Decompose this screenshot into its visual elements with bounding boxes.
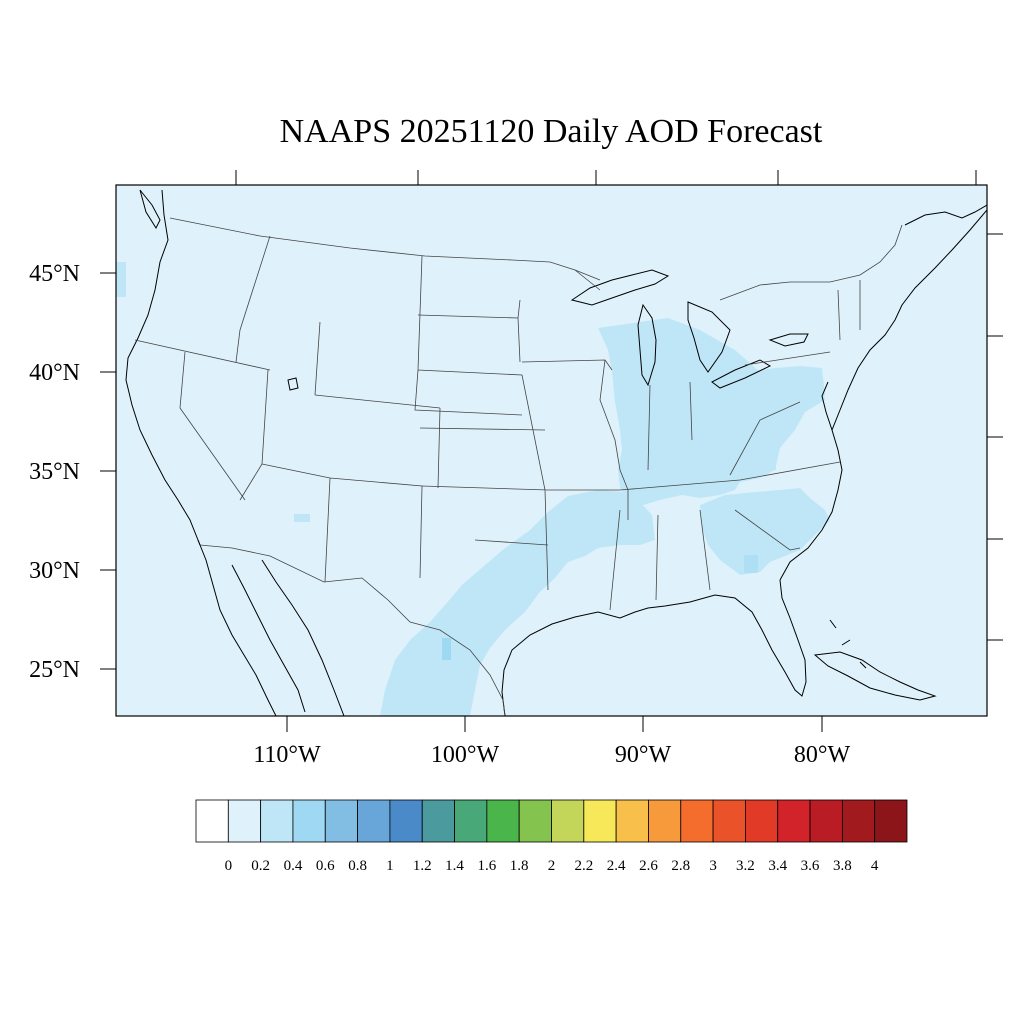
colorbar-swatch (777, 799, 811, 843)
longitude-labels: 110°W 100°W 90°W 80°W (253, 742, 850, 768)
colorbar-tick-label: 2.6 (639, 858, 658, 874)
bahamas (829, 619, 867, 669)
colorbar-tick-label: 1.4 (445, 858, 464, 874)
colorbar-tick-label: 1 (386, 858, 394, 874)
map-background (116, 185, 987, 716)
colorbar-tick-label: 1.8 (510, 858, 529, 874)
colorbar-tick-label: 3.4 (768, 858, 787, 874)
colorbar-swatch (745, 799, 779, 843)
gulf-of-st-lawrence-coast (904, 204, 987, 226)
lon-label-90w: 90°W (615, 742, 672, 768)
colorbar-tick-label: 2.8 (671, 858, 690, 874)
colorbar-swatch (292, 799, 326, 843)
map-panel (100, 170, 1003, 732)
map-title: NAAPS 20251120 Daily AOD Forecast (280, 113, 823, 150)
lake-ontario (768, 333, 809, 347)
aod-region-pennsylvania (748, 366, 825, 410)
colorbar-tick-label: 3.6 (801, 858, 820, 874)
canada-us-border (169, 217, 903, 301)
colorbar-tick-label: 3 (709, 858, 717, 874)
map-frame (115, 184, 988, 717)
colorbar-tick-label: 3.2 (736, 858, 755, 874)
colorbar-swatch (518, 799, 552, 843)
lon-label-80w: 80°W (794, 742, 851, 768)
colorbar-swatch (421, 799, 455, 843)
colorbar-swatch (389, 799, 423, 843)
colorbar-swatch (324, 799, 358, 843)
mexico-west-coast (261, 559, 345, 716)
lake-superior (570, 269, 670, 306)
colorbar-tick-label: 2.2 (574, 858, 593, 874)
colorbar-swatch (260, 799, 294, 843)
colorbar-tick-label: 0.4 (284, 858, 303, 874)
colorbar-tick-label: 0.6 (316, 858, 335, 874)
mexico-us-border (199, 544, 506, 716)
colorbar-tick-label: 1.6 (477, 858, 496, 874)
cuba (813, 651, 937, 701)
great-salt-lake (287, 377, 299, 391)
colorbar-swatch (841, 799, 876, 843)
gulf-coastline (501, 579, 807, 716)
chesapeake-bay (821, 381, 833, 431)
aod-region-north-coast-spot (116, 262, 126, 297)
colorbar-swatch (551, 799, 585, 843)
colorbar-tick-label: 0.2 (251, 858, 270, 874)
colorbar-swatch (486, 799, 520, 843)
lat-label-45: 45°N (29, 261, 80, 287)
aod-shading (116, 262, 830, 716)
vancouver-island (139, 189, 161, 230)
colorbar-swatch (195, 799, 229, 843)
frame-ticks (100, 170, 1003, 732)
state-lines-central (414, 255, 613, 591)
boundaries (134, 217, 903, 716)
lon-label-110w: 110°W (253, 742, 321, 768)
colorbar-swatch (583, 799, 617, 843)
colorbar-swatch (615, 799, 649, 843)
gulf-of-california (231, 564, 306, 713)
latitude-labels: 45°N 40°N 35°N 30°N 25°N (29, 261, 80, 683)
colorbar-swatch (809, 799, 843, 843)
colorbar-swatch (712, 799, 746, 843)
colorbar-tick-label: 1.2 (413, 858, 432, 874)
lat-label-30: 30°N (29, 558, 80, 584)
lake-michigan (637, 303, 657, 387)
colorbar-swatch (227, 799, 262, 843)
lat-label-35: 35°N (29, 459, 80, 485)
lat-label-40: 40°N (29, 360, 80, 386)
lake-erie (711, 359, 772, 389)
colorbar-swatch (874, 799, 908, 843)
colorbar-tick-label: 0 (225, 858, 233, 874)
colorbar-swatch (680, 799, 714, 843)
colorbar-tick-label: 4 (871, 858, 879, 874)
lon-label-100w: 100°W (431, 742, 500, 768)
coastlines (125, 189, 987, 716)
aod-region-arizona-spot (294, 514, 310, 522)
colorbar-tick-label: 2.4 (607, 858, 626, 874)
colorbar-swatch (357, 799, 391, 843)
pacific-coastline (125, 189, 201, 546)
colorbar-tick-label: 2 (548, 858, 556, 874)
colorbar-tick-label: 0.8 (348, 858, 367, 874)
aod-region-south-texas-spot (442, 638, 451, 660)
colorbar-tick-label: 3.8 (833, 858, 852, 874)
atlantic-coastline (779, 209, 987, 581)
lat-label-25: 25°N (29, 657, 80, 683)
lake-huron (687, 301, 731, 373)
aod-region-nc-spot (768, 450, 776, 470)
baja-california (197, 539, 277, 716)
state-lines-east (548, 269, 861, 611)
colorbar: 0 0.2 0.4 0.6 0.8 1 1.2 1.4 1.6 1.8 2 2.2 2.4 2.6 2.8 3… (195, 799, 908, 874)
aod-region-ga-spot (744, 555, 758, 573)
colorbar-swatch (648, 799, 682, 843)
colorbar-swatch (454, 799, 488, 843)
